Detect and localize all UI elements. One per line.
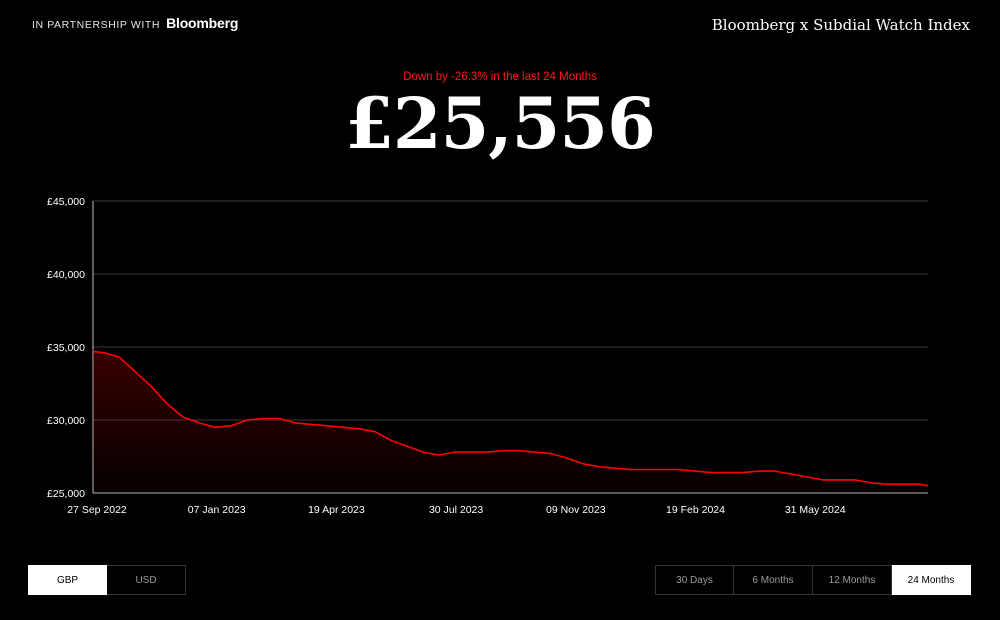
current-price: £25,556 (345, 82, 656, 165)
price-chart: £25,000 £30,000 £35,000 £40,000 £45,000 27 Se… (47, 196, 929, 516)
y-tick-label: £25,000 (47, 488, 85, 500)
period-12-months-button[interactable]: 12 Months (813, 565, 892, 595)
y-tick-label: £35,000 (47, 342, 85, 354)
y-tick-label: £45,000 (47, 196, 85, 208)
period-30-days-button[interactable]: 30 Days (655, 565, 734, 595)
y-tick-label: £30,000 (47, 415, 85, 427)
partnership-label: IN PARTNERSHIP WITH Bloomberg (32, 15, 238, 31)
period-24-months-button[interactable]: 24 Months (892, 565, 971, 595)
x-tick-label: 19 Feb 2024 (666, 504, 725, 516)
x-tick-label: 31 May 2024 (785, 504, 846, 516)
x-tick-label: 27 Sep 2022 (67, 504, 127, 516)
series-area (93, 351, 928, 493)
change-summary: Down by -26.3% in the last 24 Months (403, 71, 597, 83)
x-tick-label: 30 Jul 2023 (429, 504, 483, 516)
currency-toggle: GBP USD (28, 565, 186, 595)
index-title: Bloomberg x Subdial Watch Index (711, 16, 970, 34)
period-toggle: 30 Days 6 Months 12 Months 24 Months (655, 565, 971, 595)
y-tick-label: £40,000 (47, 269, 85, 281)
x-tick-label: 09 Nov 2023 (546, 504, 606, 516)
series-line (92, 350, 929, 487)
period-6-months-button[interactable]: 6 Months (734, 565, 813, 595)
partnership-prefix: IN PARTNERSHIP WITH (32, 19, 161, 31)
bloomberg-logo: Bloomberg (166, 15, 239, 31)
x-tick-label: 19 Apr 2023 (308, 504, 365, 516)
currency-gbp-button[interactable]: GBP (28, 565, 107, 595)
currency-usd-button[interactable]: USD (107, 565, 186, 595)
x-tick-label: 07 Jan 2023 (188, 504, 246, 516)
